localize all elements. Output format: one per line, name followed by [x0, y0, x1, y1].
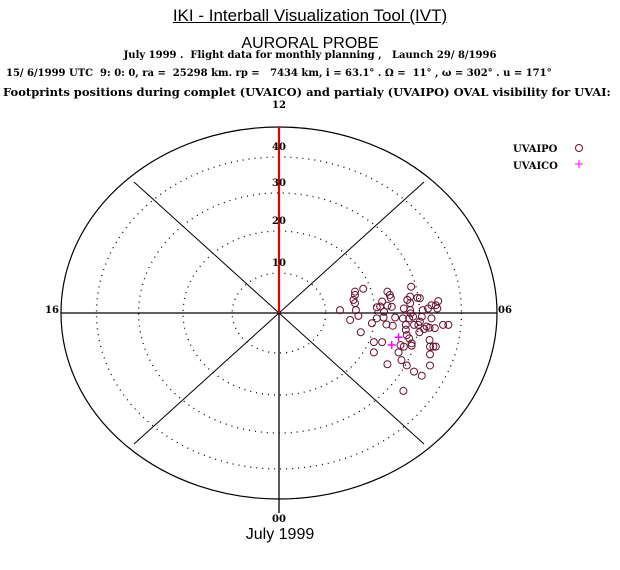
uvaipo-point [335, 306, 344, 315]
uvaipo-point [396, 340, 405, 349]
uvaipo-point [409, 312, 418, 321]
uvaipo-point [397, 356, 406, 365]
app-title: IKI - Interball Visualization Tool (IVT) [172, 6, 448, 25]
ring-label: 40 [272, 142, 286, 153]
uvaipo-point [418, 306, 427, 315]
uvaipo-point [427, 301, 436, 310]
legend-label-uvaipo: UVAIPO [513, 144, 558, 155]
direction-label-right: 06 [498, 305, 512, 316]
uvaipo-point [401, 325, 410, 334]
uvaipo-point [434, 297, 443, 306]
uvaipo-point [391, 313, 400, 322]
uvaipo-point [354, 311, 363, 320]
uvaipo-point [420, 324, 429, 333]
direction-label-bottom: 00 [272, 514, 286, 525]
uvaipo-point [405, 334, 414, 343]
uvaipo-point [346, 315, 355, 324]
uvaipo-point [356, 328, 365, 337]
uvaipo-point [378, 297, 387, 306]
flight-data-line: July 1999 . Flight data for monthly plan… [123, 50, 497, 61]
uvaipo-point [415, 294, 424, 303]
uvaipo-point [379, 313, 388, 322]
uvaipo-point [407, 341, 416, 350]
uvaipo-point [426, 342, 435, 351]
diagonal-line [278, 181, 425, 314]
chart-subtitle: AURORAL PROBE [241, 35, 379, 52]
uvaipo-point [399, 386, 408, 395]
uvaipo-point [398, 314, 407, 323]
uvaipo-point [444, 320, 453, 329]
uvaipo-point [407, 339, 416, 348]
uvaipo-point [383, 301, 392, 310]
direction-label-top: 12 [272, 100, 286, 111]
ring-label: 20 [272, 216, 286, 227]
orbit-parameters-line: 15/ 6/1999 UTC 9: 0: 0, ra = 25298 km. r… [6, 68, 552, 79]
uvaipo-point [383, 360, 392, 369]
uvaipo-point [378, 338, 387, 347]
uvaipo-point [426, 350, 435, 359]
uvaipo-point [369, 338, 378, 347]
uvaico-point [394, 333, 403, 342]
diagonal-line [133, 181, 280, 314]
uvaipo-point [431, 342, 440, 351]
uvaipo-point [388, 321, 397, 330]
uvaipo-point [439, 320, 448, 329]
uvaipo-point [425, 323, 434, 332]
uvaipo-point [350, 287, 359, 296]
uvaipo-point [401, 320, 410, 329]
legend-marker-circle [575, 144, 583, 152]
uvaipo-point [382, 320, 391, 329]
uvaipo-point [427, 314, 436, 323]
uvaipo-point [417, 371, 426, 380]
uvaipo-point [372, 303, 381, 312]
uvaipo-point [394, 348, 403, 357]
legend-marker-plus [575, 160, 583, 168]
diagonal-line [133, 312, 280, 445]
uvaipo-point [410, 320, 419, 329]
legend-label-uvaico: UVAICO [513, 161, 558, 172]
uvaipo-point [405, 314, 414, 323]
uvaipo-point [410, 367, 419, 376]
legend: UVAIPO UVAICO [513, 144, 583, 172]
uvaipo-point [402, 361, 411, 370]
direction-label-left: 16 [45, 305, 59, 316]
uvaipo-point [359, 284, 368, 293]
chart-description: Footprints positions during complet (UVA… [3, 85, 611, 99]
footer-month: July 1999 [245, 526, 315, 543]
uvaipo-point [407, 282, 416, 291]
uvaipo-point [387, 302, 396, 311]
ring-label: 30 [272, 178, 286, 189]
uvaipo-point [429, 342, 438, 351]
uvaipo-point [350, 290, 359, 299]
uvaipo-point [367, 319, 376, 328]
uvaico-point [387, 340, 396, 349]
uvaipo-point [433, 304, 442, 313]
uvaipo-point [386, 293, 395, 302]
ring-label: 10 [272, 258, 286, 269]
uvaipo-point [380, 307, 389, 316]
uvaipo-point [369, 348, 378, 357]
diagonal-line [278, 312, 425, 445]
uvaipo-point [426, 361, 435, 370]
uvaipo-point [425, 336, 434, 345]
uvaipo-point [406, 306, 415, 315]
uvaipo-point [372, 314, 381, 323]
uvaipo-point [430, 324, 439, 333]
uvaipo-point [415, 328, 424, 337]
